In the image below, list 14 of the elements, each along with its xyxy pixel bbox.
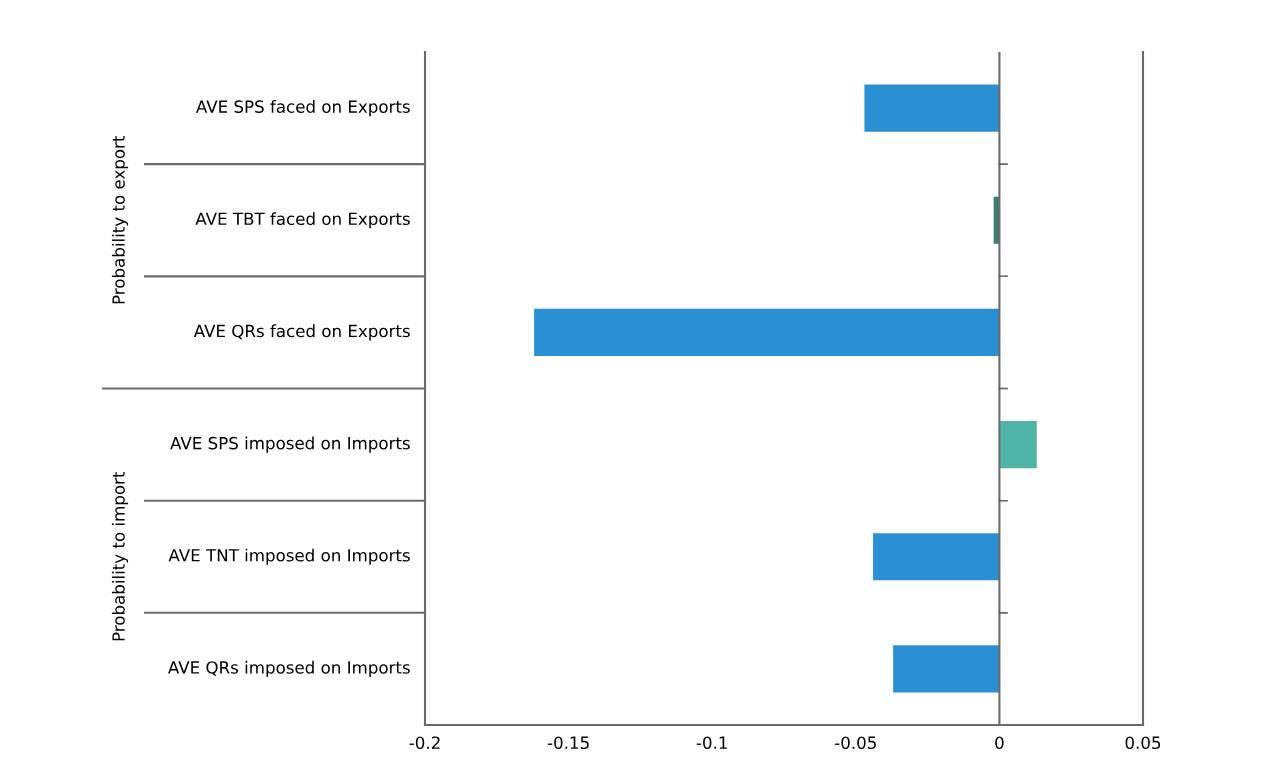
y-tick-label: AVE TBT faced on Exports xyxy=(195,212,410,229)
y-tick-label: AVE SPS faced on Exports xyxy=(196,100,410,117)
x-tick-label: -0.05 xyxy=(835,736,876,750)
text: Probability to import xyxy=(111,471,129,641)
x-tick-label: 0.05 xyxy=(1125,736,1161,750)
y-tick-label: AVE QRs imposed on Imports xyxy=(168,660,410,677)
x-tick-label: -0.1 xyxy=(696,736,727,750)
x-tick-label: 0 xyxy=(995,736,1004,750)
x-tick-label: -0.2 xyxy=(409,736,440,750)
y-tick-label: AVE QRs faced on Exports xyxy=(193,324,410,341)
x-tick-label: -0.15 xyxy=(547,736,589,750)
y-tick-label: AVE SPS imposed on Imports xyxy=(170,436,410,453)
text: Probability to export xyxy=(111,135,129,304)
y-tick-label: AVE TNT imposed on Imports xyxy=(168,548,410,565)
